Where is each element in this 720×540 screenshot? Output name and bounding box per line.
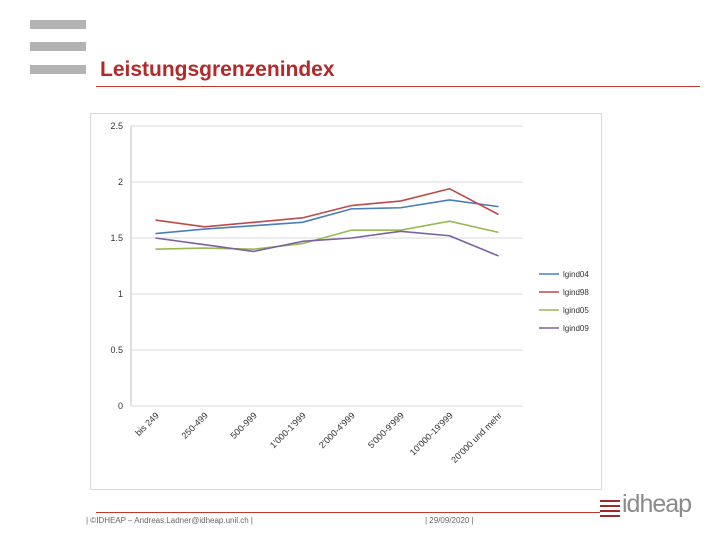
series-line-lgind04 (155, 199, 499, 235)
decor-bar-1 (30, 20, 86, 29)
decor-bar-3 (30, 65, 86, 74)
footer-date: | 29/09/2020 | (425, 516, 474, 525)
x-tick-label: 5'000-9'999 (366, 410, 406, 450)
x-tick-label: 2'000-4'999 (317, 410, 357, 450)
y-tick-label: 1 (118, 289, 123, 299)
y-tick-label: 1.5 (110, 233, 123, 243)
x-tick-label: 1'000-1'999 (268, 410, 308, 450)
legend-label-lgind05: lgind05 (563, 306, 589, 315)
legend-label-lgind09: lgind09 (563, 324, 589, 333)
decor-bar-2 (30, 42, 86, 51)
x-tick-label: 10'000-19'999 (408, 410, 455, 457)
y-tick-label: 2.5 (110, 121, 123, 131)
title-divider (96, 86, 700, 87)
chart-frame: 0 0.5 1 1.5 2 2.5 bis 249 250-499 500-999 1'000-1… (90, 113, 602, 490)
series-line-lgind98 (155, 187, 499, 228)
series-line-lgind05 (155, 220, 499, 250)
x-tick-label: 250-499 (179, 410, 209, 440)
y-tick-label: 0 (118, 401, 123, 411)
line-chart: 0 0.5 1 1.5 2 2.5 bis 249 250-499 500-999 1'000-1… (110, 121, 589, 465)
x-tick-label: 20'000 und mehr (449, 410, 504, 465)
x-tick-label: bis 249 (133, 410, 161, 438)
x-tick-label: 500-999 (228, 410, 258, 440)
idheap-logo: idheap (622, 490, 692, 518)
legend-label-lgind98: lgind98 (563, 288, 589, 297)
series-line-lgind09 (155, 230, 499, 257)
footer-divider (96, 512, 600, 513)
y-tick-label: 2 (118, 177, 123, 187)
page-title: Leistungsgrenzenindex (100, 58, 335, 81)
y-tick-label: 0.5 (110, 345, 123, 355)
legend-label-lgind04: lgind04 (563, 270, 589, 279)
footer-contact: | ©IDHEAP – Andreas.Ladner@idheap.unil.c… (86, 516, 254, 525)
